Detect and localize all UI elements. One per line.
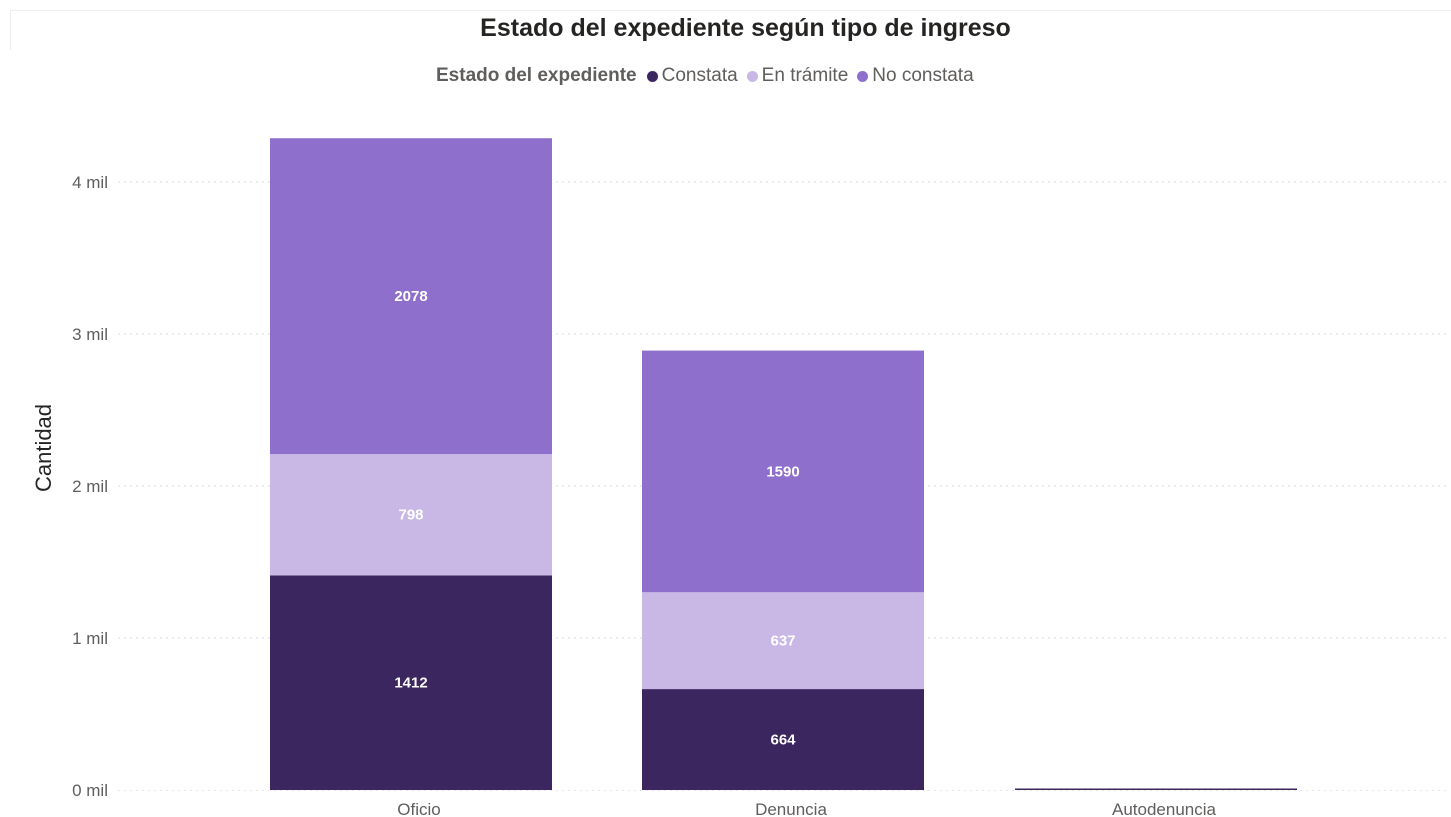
x-tick-label: Denuncia [755,800,827,817]
y-tick-label: 0 mil [72,781,108,800]
legend-label: En trámite [761,65,849,86]
legend-title: Estado del expediente [436,65,637,86]
bar-segment [642,689,924,790]
bar-segment [642,350,924,593]
y-tick-label: 4 mil [72,173,108,192]
bar-segment [270,575,552,790]
bar-segment [642,592,924,690]
legend-label: No constata [872,65,974,86]
data-label: 1412 [394,675,427,692]
data-label: 664 [770,732,796,749]
legend: Estado del expediente Constata En trámit… [436,63,983,89]
legend-dot-icon [746,70,758,82]
bar-segment [270,454,552,576]
legend-item-no-constata[interactable]: No constata [857,65,974,87]
data-label: 2078 [394,288,427,305]
data-label: 798 [398,507,423,524]
legend-dot-icon [646,70,658,82]
x-tick-label: Oficio [397,800,440,817]
legend-item-en-tramite[interactable]: En trámite [746,65,849,87]
bar-segment [270,138,552,455]
legend-label: Constata [661,65,738,86]
legend-dot-icon [857,70,869,82]
x-tick-label: Autodenuncia [1112,800,1217,817]
data-label: 1590 [766,463,799,480]
visual-border-top [10,10,1451,11]
bar-segment [1015,788,1297,790]
y-axis-title: Cantidad [31,404,56,492]
y-tick-label: 2 mil [72,477,108,496]
y-tick-label: 3 mil [72,325,108,344]
legend-item-constata[interactable]: Constata [646,65,738,87]
visual-border-left [10,10,11,50]
chart-title: Estado del expediente según tipo de ingr… [480,14,1011,42]
data-label: 637 [770,633,795,650]
y-tick-label: 1 mil [72,629,108,648]
